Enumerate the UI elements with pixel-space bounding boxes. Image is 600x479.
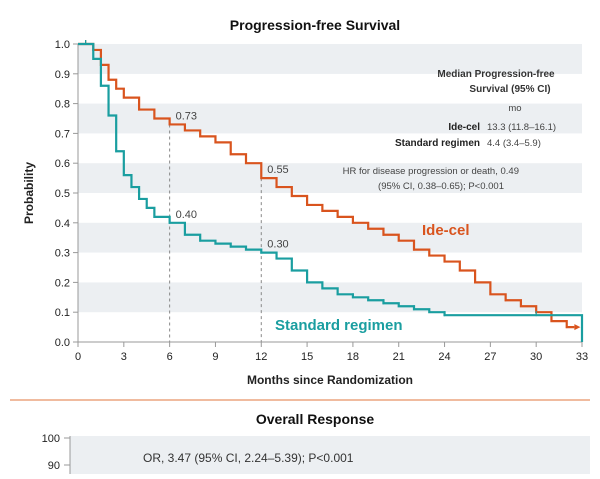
x-tick-label-27: 27 xyxy=(484,351,496,363)
x-tick-label-12: 12 xyxy=(255,351,267,363)
response-or-annotation: OR, 3.47 (95% CI, 2.24–5.39); P<0.001 xyxy=(143,451,354,465)
legend-value-standard: 4.4 (3.4–5.9) xyxy=(487,138,541,149)
annotation-0.30: 0.30 xyxy=(267,239,288,251)
pfs-x-axis-label: Months since Randomization xyxy=(247,373,413,387)
legend-hr-line1: HR for disease progression or death, 0.4… xyxy=(343,166,519,177)
legend-arm-ide-cel: Ide-cel xyxy=(448,122,480,133)
y-tick-label-0.3: 0.3 xyxy=(55,248,70,260)
y-tick-label-0.1: 0.1 xyxy=(55,307,70,319)
x-tick-label-24: 24 xyxy=(438,351,450,363)
pfs-x-ticks: 0 3 6 9 12 15 18 21 24 27 30 33 xyxy=(75,342,588,363)
legend-header-line1: Median Progression-free xyxy=(437,69,555,80)
legend-unit: mo xyxy=(508,103,521,114)
x-tick-label-18: 18 xyxy=(347,351,359,363)
y-tick-label-0.7: 0.7 xyxy=(55,128,70,140)
series-line-ide-cel xyxy=(78,42,575,329)
legend-arm-standard: Standard regimen xyxy=(395,138,480,149)
annotation-0.73: 0.73 xyxy=(176,110,197,122)
y-tick-label-0.9: 0.9 xyxy=(55,69,70,81)
band-3 xyxy=(78,222,582,253)
response-tick-label-100: 100 xyxy=(42,433,60,445)
pfs-reference-lines xyxy=(169,124,262,342)
band-top xyxy=(78,44,582,74)
x-tick-label-21: 21 xyxy=(393,351,405,363)
response-tick-label-90: 90 xyxy=(48,460,60,472)
y-tick-label-0.2: 0.2 xyxy=(55,277,70,289)
series-label-standard-regimen: Standard regimen xyxy=(275,317,403,334)
series-label-ide-cel: Ide-cel xyxy=(422,222,470,239)
legend-value-ide-cel: 13.3 (11.8–16.1) xyxy=(487,122,556,133)
x-tick-label-0: 0 xyxy=(75,351,81,363)
pfs-chart-title: Progression-free Survival xyxy=(230,17,400,33)
x-tick-label-9: 9 xyxy=(212,351,218,363)
pfs-background-bands xyxy=(78,44,582,313)
ide-cel-end-arrow xyxy=(574,324,581,331)
x-tick-label-33: 33 xyxy=(576,351,588,363)
pfs-series xyxy=(78,40,584,342)
annotation-0.55: 0.55 xyxy=(267,164,288,176)
x-tick-label-30: 30 xyxy=(530,351,542,363)
y-tick-label-0.8: 0.8 xyxy=(55,99,70,111)
pfs-legend: Median Progression-free Survival (95% CI… xyxy=(343,69,556,192)
y-tick-label-1.0: 1.0 xyxy=(55,39,70,51)
response-plot-band xyxy=(70,436,590,474)
x-tick-label-6: 6 xyxy=(167,351,173,363)
response-chart-title: Overall Response xyxy=(256,411,374,427)
y-tick-label-0.4: 0.4 xyxy=(55,218,70,230)
y-tick-label-0.0: 0.0 xyxy=(55,337,70,349)
series-line-standard-regimen xyxy=(78,42,584,342)
band-5 xyxy=(78,163,582,193)
annotation-0.40: 0.40 xyxy=(176,209,197,221)
y-tick-label-0.6: 0.6 xyxy=(55,158,70,170)
x-tick-label-15: 15 xyxy=(301,351,313,363)
pfs-annotations: 0.73 0.55 0.40 0.30 xyxy=(176,110,289,250)
pfs-y-ticks: 0.0 0.1 0.2 0.3 0.4 0.5 0.6 0.7 0.8 0.9 1.0 xyxy=(55,39,78,349)
y-tick-label-0.5: 0.5 xyxy=(55,188,70,200)
x-tick-label-3: 3 xyxy=(121,351,127,363)
legend-header-line2: Survival (95% CI) xyxy=(469,84,550,95)
legend-hr-line2: (95% CI, 0.38–0.65); P<0.001 xyxy=(378,181,504,192)
pfs-y-axis-label: Probability xyxy=(22,162,36,224)
